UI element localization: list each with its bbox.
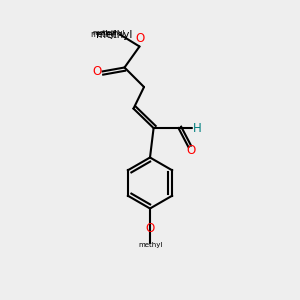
Text: methyl: methyl (93, 30, 117, 36)
Text: O: O (187, 143, 196, 157)
Text: methyl: methyl (96, 29, 132, 40)
Text: O: O (146, 221, 155, 235)
Text: methyl: methyl (90, 30, 117, 39)
Text: O: O (135, 32, 144, 46)
Text: O: O (92, 65, 101, 78)
Text: methyl: methyl (100, 30, 125, 36)
Text: H: H (193, 122, 202, 135)
Text: methyl: methyl (138, 242, 163, 248)
